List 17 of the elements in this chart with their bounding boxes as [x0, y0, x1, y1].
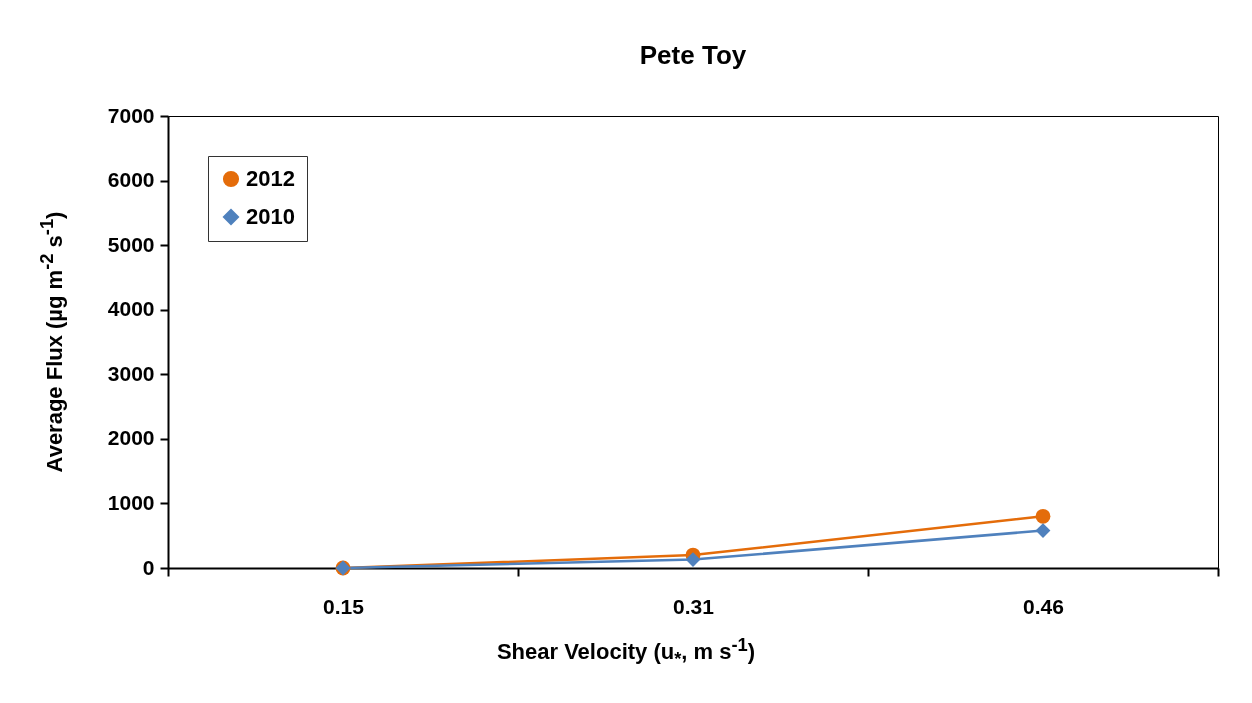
- y-tick-label: 7000: [107, 103, 155, 127]
- y-tick-label: 3000: [107, 361, 155, 385]
- x-tick-label: 0.46: [1023, 594, 1064, 618]
- x-axis-title: Shear Velocity (u$_{*}$, m s$^{-1}$): [495, 634, 757, 670]
- point: [1035, 508, 1051, 524]
- y-tick-label: 2000: [107, 426, 155, 450]
- x-tick-label: 0.15: [323, 594, 365, 618]
- x-tick-label: 0.31: [673, 594, 715, 618]
- y-tick-label: 6000: [107, 168, 155, 192]
- y-tick-label: 4000: [107, 297, 155, 321]
- point: [685, 552, 701, 568]
- legend-label: 2010: [246, 204, 295, 229]
- chart-title: Pete Toy: [639, 40, 747, 70]
- legend-label: 2012: [246, 166, 295, 191]
- y-tick-label: 0: [142, 555, 155, 579]
- y-tick-label: 1000: [107, 490, 155, 514]
- y-tick-label: 5000: [107, 232, 155, 256]
